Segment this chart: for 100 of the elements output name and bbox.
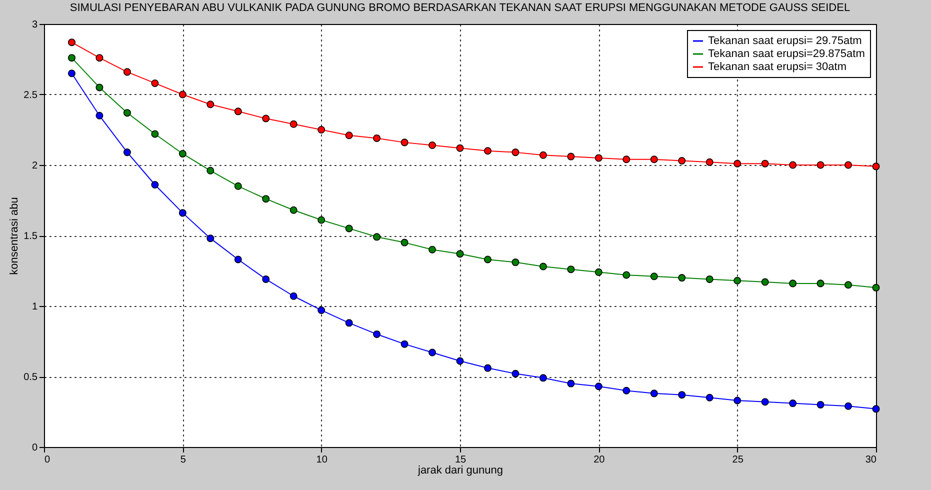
x-tick-label: 20	[594, 454, 606, 466]
point	[400, 238, 408, 246]
point	[816, 280, 824, 288]
point	[234, 256, 242, 264]
x-tick-label: 15	[454, 454, 466, 466]
y-axis-title: konsentrasi abu	[8, 197, 21, 275]
point	[789, 161, 797, 169]
point	[484, 147, 492, 155]
point	[234, 108, 242, 116]
point	[318, 216, 326, 224]
point	[844, 281, 852, 289]
point	[512, 148, 520, 156]
point	[318, 306, 326, 314]
point	[650, 390, 658, 398]
point	[761, 278, 769, 286]
legend-label: Tekanan saat erupsi= 30atm	[708, 61, 847, 73]
point	[761, 398, 769, 406]
point	[68, 38, 76, 46]
y-tick-label: 3	[32, 20, 38, 30]
point	[178, 90, 186, 98]
point	[178, 150, 186, 158]
point	[290, 206, 298, 214]
point	[206, 234, 214, 242]
point	[650, 272, 658, 280]
point	[400, 340, 408, 348]
point	[734, 276, 742, 284]
point	[594, 154, 602, 162]
point	[844, 402, 852, 410]
legend-label: Tekanan saat erupsi=29.875atm	[708, 48, 865, 60]
point	[844, 161, 852, 169]
point	[734, 160, 742, 168]
x-tick-label: 0	[44, 454, 50, 466]
y-tick-label: 0	[32, 442, 38, 454]
point	[622, 271, 630, 279]
point	[151, 79, 159, 87]
point	[622, 386, 630, 394]
point	[318, 126, 326, 134]
point	[706, 275, 714, 283]
y-tick-label: 1.5	[24, 231, 38, 242]
point	[706, 158, 714, 166]
point	[290, 292, 298, 300]
point	[872, 284, 880, 292]
point	[345, 224, 353, 232]
point	[96, 112, 104, 120]
point	[373, 134, 381, 142]
point	[178, 209, 186, 217]
point	[123, 148, 131, 156]
point	[234, 182, 242, 190]
point	[706, 394, 714, 402]
x-tick-label: 30	[865, 454, 877, 466]
point	[400, 138, 408, 146]
point	[539, 374, 547, 382]
point	[428, 348, 436, 356]
point	[262, 275, 270, 283]
point	[872, 405, 880, 413]
y-tick-label: 0.5	[24, 372, 38, 383]
point	[872, 162, 880, 170]
point	[567, 152, 575, 160]
point	[650, 156, 658, 164]
point	[512, 258, 520, 266]
point	[678, 274, 686, 282]
point	[789, 280, 797, 288]
point	[290, 120, 298, 128]
point	[678, 391, 686, 399]
point	[68, 54, 76, 62]
y-tick-label: 2.5	[24, 90, 38, 101]
point	[345, 319, 353, 327]
point	[373, 330, 381, 338]
point	[512, 370, 520, 378]
point	[539, 151, 547, 159]
point	[96, 84, 104, 92]
point	[206, 166, 214, 174]
point	[456, 144, 464, 152]
x-tick-label: 25	[732, 454, 744, 466]
point	[123, 68, 131, 76]
point	[567, 266, 575, 274]
point	[761, 160, 769, 168]
chart-title: SIMULASI PENYEBARAN ABU VULKANIK PADA GUNUNG BROMO BERDASARKAN TEKANAN SAAT ERUPSI MENGGUNAKAN METODE GAUSS SEIDEL	[70, 2, 850, 14]
x-tick-label: 10	[316, 454, 328, 466]
point	[567, 380, 575, 388]
x-axis-title: jarak dari gunung	[416, 464, 504, 476]
point	[484, 256, 492, 264]
legend-label: Tekanan saat erupsi= 29.75atm	[708, 35, 862, 47]
y-tick-label: 1	[32, 302, 38, 312]
point	[678, 157, 686, 165]
point	[373, 233, 381, 241]
point	[262, 195, 270, 203]
y-tick-label: 2	[32, 160, 38, 172]
point	[96, 54, 104, 62]
point	[484, 364, 492, 372]
point	[734, 396, 742, 404]
point	[68, 70, 76, 78]
point	[789, 400, 797, 408]
point	[123, 109, 131, 117]
point	[539, 262, 547, 270]
point	[262, 114, 270, 122]
point	[428, 246, 436, 254]
x-tick-label: 5	[180, 454, 186, 466]
point	[456, 250, 464, 258]
point	[622, 156, 630, 164]
